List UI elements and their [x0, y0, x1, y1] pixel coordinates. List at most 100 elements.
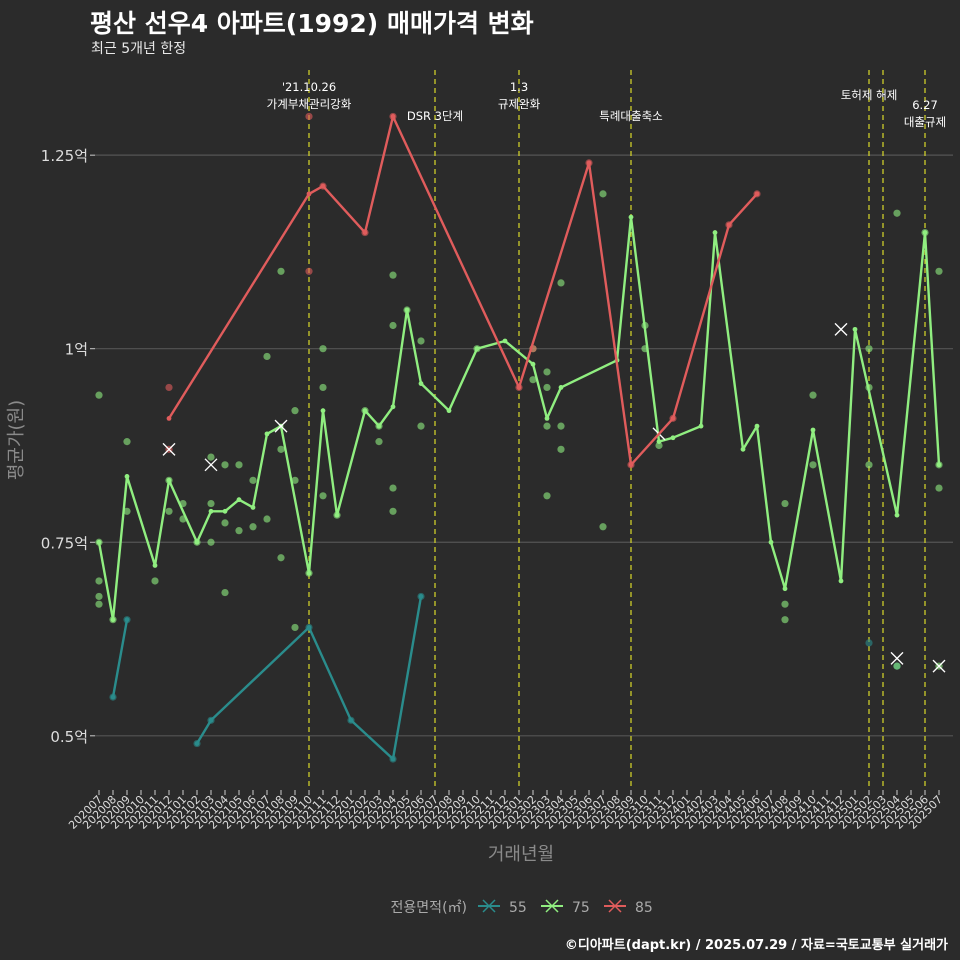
- line-vertex: [502, 338, 508, 344]
- event-label: 6.27: [912, 98, 938, 112]
- line-vertex: [670, 435, 676, 441]
- data-point: [235, 527, 243, 535]
- line-vertex: [306, 191, 312, 197]
- legend: 전용면적(㎡) 55 75 85: [391, 899, 653, 916]
- data-point: [235, 461, 243, 469]
- cross-marker: [274, 419, 288, 433]
- line-vertex: [782, 586, 788, 592]
- line-vertex: [264, 431, 270, 437]
- data-point: [529, 376, 537, 384]
- data-point: [95, 391, 103, 399]
- data-point: [305, 267, 313, 275]
- data-point: [893, 209, 901, 217]
- data-point: [263, 515, 271, 523]
- line-vertex: [558, 385, 564, 390]
- line-vertex: [110, 694, 116, 700]
- series-line: [111, 596, 423, 761]
- line-vertex: [530, 361, 536, 367]
- line-vertex: [838, 578, 844, 584]
- data-point: [809, 391, 817, 399]
- cross-stroke: [274, 419, 288, 433]
- cross-marker: [204, 458, 218, 472]
- grid-lines: [95, 154, 953, 737]
- line-vertex: [166, 415, 172, 421]
- cross-marker: [932, 659, 946, 673]
- data-point: [865, 345, 873, 353]
- series-line: [167, 115, 758, 466]
- cross-marker: [890, 651, 904, 665]
- line-vertex: [754, 191, 760, 197]
- data-point: [221, 588, 229, 597]
- cross-marker: [834, 322, 848, 336]
- line-vertex: [544, 415, 550, 421]
- cross-stroke: [890, 651, 904, 665]
- data-point: [543, 383, 551, 392]
- line-vertex: [852, 326, 858, 332]
- line-vertex: [320, 183, 326, 189]
- event-label: 1.3: [510, 80, 528, 94]
- data-point: [249, 523, 257, 531]
- line-vertex: [390, 114, 396, 119]
- data-point: [95, 592, 103, 601]
- legend-cross: [608, 899, 622, 913]
- data-point: [249, 476, 257, 484]
- event-label: 대출규제: [904, 115, 946, 129]
- line-vertex: [390, 756, 396, 762]
- cross-stroke: [932, 659, 946, 673]
- data-point: [655, 441, 663, 450]
- y-tick-label: 0.75억: [41, 534, 88, 552]
- line-vertex: [418, 594, 424, 599]
- data-point: [123, 507, 131, 515]
- line-vertex: [194, 539, 200, 545]
- line-vertex: [362, 408, 368, 414]
- line-vertex: [656, 439, 662, 445]
- event-label: 가계부채관리강화: [267, 97, 352, 111]
- data-point: [319, 383, 327, 392]
- event-label: DSR 3단계: [407, 109, 463, 123]
- line-vertex: [726, 222, 732, 228]
- line-vertex: [376, 423, 382, 429]
- y-axis-title: 평균가(원): [6, 400, 27, 480]
- data-point: [291, 407, 299, 415]
- data-point: [935, 484, 943, 492]
- line-vertex: [628, 214, 634, 220]
- data-point: [221, 461, 229, 469]
- data-point: [277, 267, 285, 275]
- data-point: [543, 422, 551, 430]
- event-label: '21.10.26: [282, 80, 336, 94]
- data-point: [389, 271, 397, 279]
- data-point: [291, 623, 299, 632]
- line-vertex: [208, 717, 214, 723]
- data-point: [207, 538, 215, 546]
- line-vertex: [712, 230, 718, 235]
- data-point: [865, 639, 873, 647]
- event-label: 규제완화: [498, 97, 541, 111]
- data-point: [781, 600, 789, 608]
- legend-item-75: 75: [541, 899, 590, 916]
- cross-stroke: [162, 442, 176, 456]
- line-vertex: [320, 408, 326, 414]
- data-point: [263, 352, 271, 361]
- legend-cross: [482, 899, 496, 913]
- data-point: [123, 438, 131, 446]
- event-label: 특례대출축소: [599, 109, 662, 123]
- data-point: [389, 484, 397, 492]
- data-point: [543, 368, 551, 376]
- legend-label: 85: [635, 900, 653, 916]
- data-point: [781, 616, 789, 624]
- series-75: [95, 190, 946, 673]
- data-point: [865, 461, 873, 469]
- data-point: [781, 499, 789, 508]
- line-vertex: [124, 474, 130, 479]
- data-point: [417, 337, 425, 345]
- series-85: [162, 112, 761, 469]
- data-point: [95, 577, 103, 585]
- line-vertex: [474, 346, 480, 352]
- line-vertex: [152, 563, 158, 568]
- data-point: [557, 279, 565, 287]
- line-vertex: [348, 717, 354, 723]
- line-vertex: [922, 230, 928, 235]
- data-point: [305, 112, 313, 121]
